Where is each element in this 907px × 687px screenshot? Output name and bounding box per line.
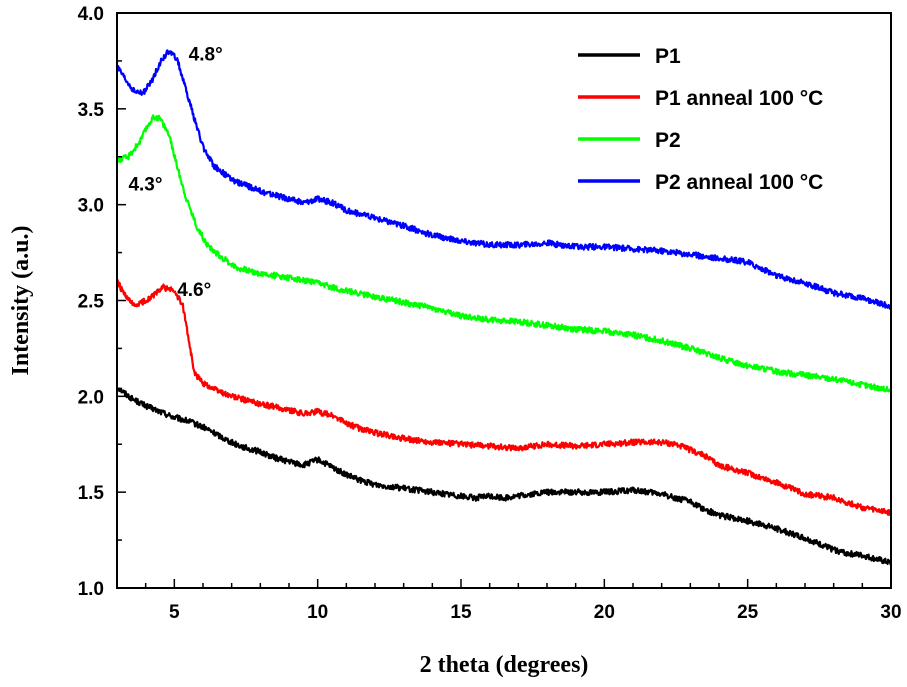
plot-frame (116, 12, 892, 589)
legend-label: P2 anneal 100 °C (655, 171, 823, 194)
x-tick-label: 25 (737, 602, 759, 623)
x-tick-label: 10 (307, 602, 328, 623)
peak-label: 4.6° (177, 280, 211, 301)
x-tick-label: 20 (594, 602, 615, 623)
y-tick-label: 1.0 (78, 579, 104, 600)
x-tick-label: 5 (169, 602, 180, 623)
y-tick-label: 3.0 (78, 196, 104, 217)
legend-label: P1 (655, 45, 681, 68)
y-tick-label: 2.5 (78, 292, 105, 313)
legend-label: P1 anneal 100 °C (655, 87, 823, 110)
legend: P1 P1 anneal 100 °C P2 P2 anneal 100 °C (578, 45, 823, 194)
series-line (115, 386, 893, 566)
legend-label: P2 (655, 129, 681, 152)
x-tick-label: 30 (880, 602, 901, 623)
series-line (116, 49, 893, 310)
peak-label: 4.3° (128, 175, 162, 196)
peak-annotations: 4.8° 4.3° 4.6° (128, 44, 222, 301)
peak-label: 4.8° (189, 44, 223, 65)
series-line (115, 278, 893, 516)
y-axis: 1.0 1.5 2.0 2.5 3.0 3.5 4.0 (78, 4, 126, 600)
x-tick-label: 15 (450, 602, 472, 623)
series-line (115, 114, 893, 393)
x-axis-title: 2 theta (degrees) (420, 652, 589, 678)
y-tick-label: 1.5 (78, 483, 105, 504)
plot-area (115, 49, 893, 566)
y-tick-label: 2.0 (78, 387, 104, 408)
x-axis: 5 10 15 20 25 30 (116, 579, 902, 623)
y-tick-label: 3.5 (78, 100, 105, 121)
y-axis-title: Intensity (a.u.) (8, 225, 34, 375)
y-tick-label: 4.0 (78, 4, 104, 25)
